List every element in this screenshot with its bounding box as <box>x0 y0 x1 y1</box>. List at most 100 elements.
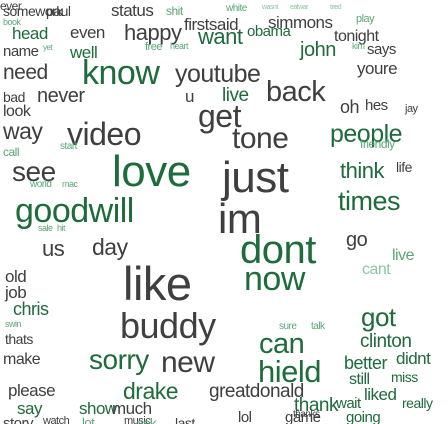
cloud-word: live <box>222 85 249 106</box>
cloud-word: thanks <box>293 409 320 420</box>
cloud-word: going <box>346 409 381 424</box>
cloud-word: youtube <box>175 60 261 88</box>
cloud-word: can <box>259 328 305 360</box>
cloud-word: yet <box>43 43 53 52</box>
cloud-word: got <box>361 302 396 332</box>
cloud-word: bad <box>3 89 25 105</box>
cloud-word: never <box>37 85 85 107</box>
cloud-word: say <box>17 399 42 418</box>
cloud-word: john <box>300 39 336 61</box>
cloud-word: tone <box>232 122 289 155</box>
cloud-word: love <box>112 147 191 196</box>
cloud-word: want <box>198 24 243 49</box>
cloud-word: just <box>222 153 289 202</box>
cloud-word: mac <box>62 179 78 189</box>
cloud-word: heart <box>170 41 189 51</box>
cloud-word: thank <box>294 395 338 416</box>
cloud-word: tonight <box>334 28 379 45</box>
cloud-word: new <box>161 346 215 379</box>
cloud-word: free <box>145 41 162 53</box>
cloud-word: kim <box>352 41 365 51</box>
cloud-word: happy <box>124 20 182 45</box>
cloud-word: look <box>3 103 31 120</box>
cloud-word: u <box>185 87 194 106</box>
cloud-word: status <box>111 1 154 20</box>
cloud-word: name <box>3 43 39 60</box>
cloud-word: firstsaid <box>184 15 239 34</box>
cloud-word: drake <box>123 378 179 404</box>
cloud-word: somework <box>3 3 63 19</box>
cloud-word: start <box>60 141 77 152</box>
cloud-word: show <box>79 399 117 418</box>
cloud-word: better <box>344 353 388 373</box>
cloud-word: white <box>226 3 247 14</box>
cloud-word: go <box>346 229 368 251</box>
cloud-word: miss <box>391 369 418 385</box>
cloud-word: need <box>3 61 48 84</box>
cloud-word: paul <box>46 3 71 19</box>
cloud-word: story <box>3 415 34 424</box>
cloud-word: last <box>175 415 195 424</box>
cloud-word: people <box>330 120 403 148</box>
cloud-word: really <box>402 395 433 411</box>
cloud-word: game <box>285 409 321 424</box>
cloud-word: even <box>70 23 105 42</box>
cloud-word: way <box>3 118 43 144</box>
cloud-word: day <box>92 234 128 260</box>
cloud-word: sure <box>279 321 297 332</box>
cloud-word: cant <box>362 261 391 278</box>
cloud-word: goodwill <box>15 192 134 230</box>
cloud-word: music <box>124 415 151 424</box>
cloud-word: hit <box>57 223 66 233</box>
cloud-word: book <box>3 17 21 27</box>
cloud-word: make <box>3 351 41 368</box>
cloud-word: youre <box>357 59 398 78</box>
cloud-word: jay <box>405 103 418 115</box>
cloud-word: well <box>70 43 98 62</box>
cloud-word: ever <box>0 0 22 13</box>
cloud-word: wasnt <box>262 4 278 11</box>
cloud-word: liked <box>364 385 397 404</box>
cloud-word: still <box>349 371 370 388</box>
cloud-word: think <box>340 158 384 183</box>
cloud-word: clinton <box>360 331 412 352</box>
cloud-word: lot <box>82 415 95 424</box>
cloud-word: get <box>198 98 241 134</box>
cloud-word: friendly <box>360 137 395 151</box>
cloud-word: now <box>244 260 305 298</box>
cloud-word: sorry <box>89 344 149 375</box>
cloud-word: talk <box>311 321 325 332</box>
cloud-word: much <box>112 399 152 418</box>
cloud-word: life <box>396 159 412 175</box>
cloud-word: hes <box>365 97 388 114</box>
cloud-word: know <box>82 54 160 92</box>
cloud-word: live <box>392 247 415 264</box>
cloud-word: says <box>367 41 396 58</box>
cloud-word: oh <box>340 97 360 117</box>
cloud-word: old <box>5 267 27 286</box>
cloud-word: video <box>67 116 142 152</box>
cloud-word: chris <box>13 299 49 319</box>
cloud-word: job <box>5 283 27 302</box>
cloud-word: like <box>123 257 192 310</box>
cloud-word: greatdonald <box>209 381 304 402</box>
cloud-word: thats <box>5 331 33 347</box>
cloud-word: eatwar <box>290 4 309 11</box>
cloud-word: see <box>12 156 56 187</box>
cloud-word: buddy <box>120 305 216 346</box>
cloud-word: dont <box>240 228 316 272</box>
cloud-word: call <box>3 145 20 159</box>
cloud-word: shit <box>166 4 183 18</box>
cloud-word: us <box>42 236 65 261</box>
cloud-word: swin <box>5 319 22 329</box>
cloud-word: times <box>338 186 401 216</box>
cloud-word: simmons <box>268 13 333 32</box>
cloud-word: didnt <box>396 349 431 368</box>
cloud-word: head <box>12 24 48 43</box>
cloud-word: lol <box>238 409 252 424</box>
cloud-word: ask <box>136 415 157 424</box>
cloud-word: hield <box>258 354 322 389</box>
cloud-word: im <box>218 195 262 242</box>
cloud-word: watch <box>43 415 70 424</box>
